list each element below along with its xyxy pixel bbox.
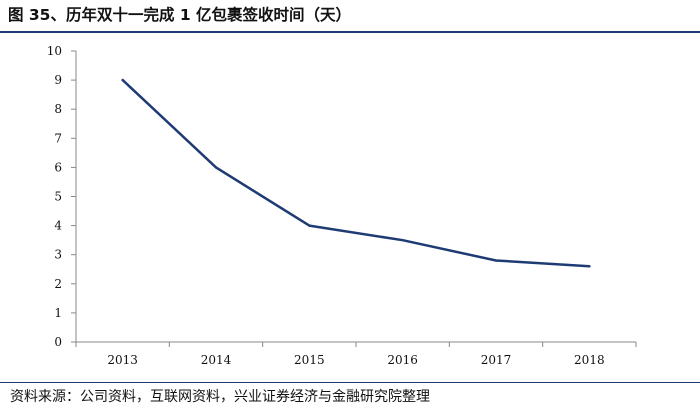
y-tick-label: 8 — [54, 102, 62, 116]
y-tick-label: 6 — [54, 160, 62, 174]
x-tick-label: 2017 — [481, 353, 512, 367]
y-tick-label: 1 — [54, 306, 62, 320]
tick-labels: 0 1 2 3 4 5 6 7 8 9 10 2013 2014 2015 2016 2017 2018 — [47, 44, 605, 367]
y-tick-label: 10 — [47, 44, 62, 58]
y-tick-label: 4 — [54, 219, 62, 233]
data-point — [494, 259, 498, 262]
source-note: 资料来源：公司资料，互联网资料，兴业证券经济与金融研究院整理 — [10, 389, 430, 405]
series-line — [121, 78, 591, 268]
data-point — [308, 224, 311, 227]
chart-title: 图 35、历年双十一完成 1 亿包裹签收时间（天） — [8, 6, 352, 24]
title-divider — [0, 31, 700, 33]
series-lines — [121, 78, 591, 268]
x-tick-label: 2015 — [294, 353, 325, 367]
y-tick-label: 5 — [54, 190, 62, 204]
x-tick-label: 2018 — [574, 353, 605, 367]
y-tick-label: 7 — [54, 131, 62, 145]
data-point — [214, 166, 218, 169]
x-tick-label: 2016 — [387, 353, 418, 367]
axes — [71, 50, 637, 347]
y-tick-label: 9 — [54, 73, 62, 87]
data-point — [121, 78, 124, 82]
y-tick-label: 0 — [54, 335, 62, 349]
y-tick-label: 2 — [54, 277, 62, 291]
y-tick-label: 3 — [54, 248, 62, 262]
data-point — [401, 238, 404, 242]
x-tick-label: 2014 — [201, 353, 232, 367]
data-point — [588, 265, 591, 268]
line-chart: 0 1 2 3 4 5 6 7 8 9 10 2013 2014 2015 2016 2017 2018 — [47, 44, 637, 367]
x-tick-label: 2013 — [107, 353, 138, 367]
source-divider — [0, 382, 700, 383]
